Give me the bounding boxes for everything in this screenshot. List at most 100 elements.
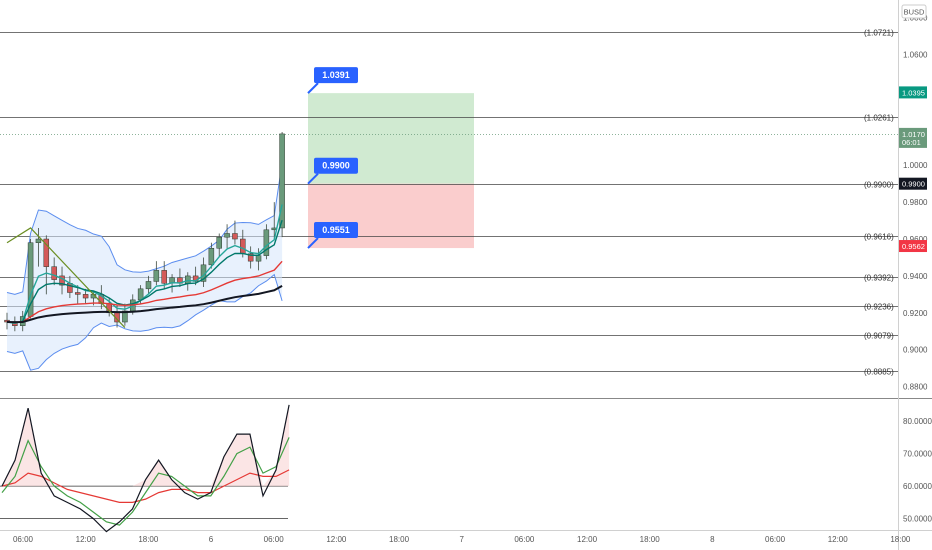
time-tick-label: 18:00 [640,535,661,544]
time-tick-label: 12:00 [828,535,849,544]
symbol-badge[interactable]: BUSD [901,4,927,19]
candle-body [224,233,230,238]
candle-body [240,238,246,255]
loss-zone [308,183,474,249]
price-label-text: 0.9900 [902,180,925,189]
candle-body [82,294,89,299]
level-label: (0.9079) [864,332,894,341]
ema-medium [6,219,283,324]
time-tick-label: 12:00 [326,535,347,544]
candlesticks [4,132,285,332]
candle-body [161,270,167,284]
level-label: (0.9616) [864,233,894,242]
price-label: 0.9900 [899,177,927,190]
level-label: (0.9900) [864,181,894,190]
level-label: (1.0721) [864,29,894,38]
price-tick-label: 0.9600 [903,235,928,244]
candle-body [145,281,152,290]
price-label-box [899,86,927,99]
price-label-box [899,240,927,253]
oscillator-k-line [1,404,290,533]
time-tick-label: 06:00 [514,535,535,544]
price-tick-label: 0.9200 [903,309,928,318]
oscillator-tick-label: 80.0000 [903,417,932,426]
candle [35,227,42,267]
entry-tag[interactable]: 0.9900 [307,157,358,185]
position-tags[interactable]: 1.0391 0.9900 0.9551 [307,67,358,249]
level-label: (1.0261) [864,114,894,123]
candle [263,224,270,260]
candle [208,242,215,269]
time-tick-label: 7 [459,535,464,544]
tag-label: 0.9900 [322,161,350,171]
ema-fast [6,204,283,324]
band-lower [6,273,283,371]
candle-body [185,275,191,284]
candle-body [255,255,262,262]
price-tick-label: 0.9000 [903,346,928,355]
price-tick-label: 1.0000 [903,161,928,170]
tag-label: 1.0391 [322,70,350,80]
level-label: (0.9392) [864,274,894,283]
oscillator-tick-label: 50.0000 [903,515,932,524]
candle [122,303,128,326]
tag-pointer [307,237,319,249]
price-tick-label: 1.0600 [903,51,928,60]
price-label: 0.9562 [899,240,927,253]
candle [216,233,222,258]
tag-box [314,157,358,174]
candle [153,261,160,286]
current-price-countdown: 06:01 [902,138,921,147]
oscillator-d-line [1,437,290,526]
oscillator-fill [2,404,290,487]
candle [161,261,167,289]
band-fill [7,163,283,371]
candle-body [43,238,50,267]
candle [279,132,285,238]
time-tick-label: 8 [710,535,715,544]
price-label-box [899,177,927,190]
candle [224,224,230,249]
ema-slow [6,260,283,323]
tag-box [314,222,358,239]
time-tick-label: 06:00 [765,535,786,544]
time-tick-label: 06:00 [264,535,285,544]
oscillator-signal-line [1,469,290,503]
oscillator-tick-label: 60.0000 [903,482,932,491]
candle-body [122,310,128,323]
horizontal-levels: (1.0721) (1.0261) (0.9900) (0.9616) (0.9392)… [0,29,898,377]
stop-tag[interactable]: 0.9551 [307,222,358,249]
candle-body [263,229,270,256]
ema-long [6,284,283,324]
price-label-text: 0.9562 [902,242,925,251]
trend-line-path [6,227,126,328]
time-tick-label: 18:00 [138,535,159,544]
tag-label: 0.9551 [322,225,350,235]
candle-body [216,236,222,249]
candle-body [153,270,160,282]
trend-line [6,227,126,328]
oscillator-tick-label: 70.0000 [903,450,932,459]
level-label: (0.8885) [864,368,894,377]
price-axis: 1.08001.06001.00000.98000.96000.94000.92… [903,14,928,392]
candle-body [74,292,81,295]
candle [247,246,254,269]
candle-body [35,238,42,243]
target-tag[interactable]: 1.0391 [307,67,358,94]
current-price-box [899,127,927,148]
moving-averages [6,204,283,324]
candle-body [232,233,238,240]
time-tick-label: 12:00 [577,535,598,544]
time-tick-label: 18:00 [389,535,410,544]
price-tick-label: 0.9800 [903,198,928,207]
tag-pointer [307,172,319,185]
time-tick-label: 18:00 [890,535,911,544]
candle-body [247,253,254,262]
candle [51,257,57,286]
time-axis: 06:00 12:00 18:00 6 06:00 12:00 18:00 7 06:00 12:… [13,535,911,544]
tag-box [314,67,358,84]
candle-body [51,266,57,280]
